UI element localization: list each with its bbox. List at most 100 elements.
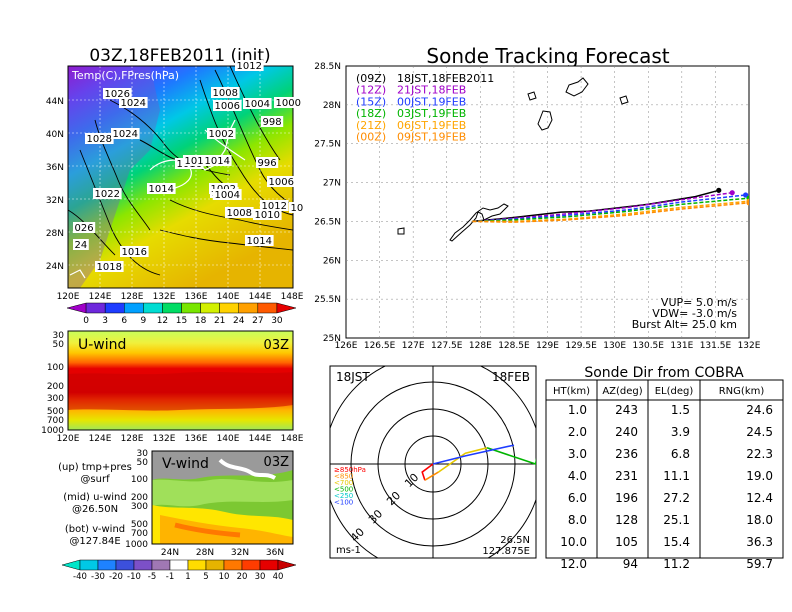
map-overlay-label: Temp(C),FPres(hPa) [71, 69, 179, 82]
uwind-x-label: 140E [217, 434, 240, 444]
legend-utc: (15Z) [356, 95, 386, 108]
pressure-label-bg [95, 261, 124, 272]
table-cell: 10.0 [560, 535, 587, 549]
map-lat-label: 28N [46, 229, 64, 239]
map-lon-label: 136E [185, 292, 208, 302]
table-cell: 231 [615, 469, 638, 483]
vwind-y-label: 100 [131, 475, 148, 485]
pressure-label-bg [253, 209, 282, 220]
map-lon-label: 124E [89, 292, 112, 302]
tracking-legend: (09Z) 18JST,18FEB2011 (12Z) 21JST,18FEB (15Z… [356, 72, 494, 144]
vwind-colorbar-swatch [61, 559, 81, 571]
tracking-y-label: 25N [323, 334, 341, 344]
pressure-label: 1008 [211, 87, 240, 99]
table-header-cell: EL(deg) [655, 386, 694, 397]
pressure-label-text: 1022 [95, 189, 120, 200]
table-cell: 2.0 [568, 425, 587, 439]
pressure-label-text: 1014 [149, 184, 174, 195]
uwind-title: U-wind [78, 337, 126, 353]
pressure-label-bg [183, 155, 212, 166]
table-cell: 3.9 [671, 425, 690, 439]
pressure-label: 1012 [235, 60, 264, 72]
table-cell: 19.0 [746, 469, 773, 483]
pressure-label-bg [245, 235, 274, 246]
pressure-label: 998 [261, 116, 284, 128]
uwind-x-label: 128E [121, 434, 144, 444]
table-cell: 24.5 [746, 425, 773, 439]
map-title: 03Z,18FEB2011 (init) [89, 46, 270, 66]
pressure-label: 1024 [111, 128, 140, 140]
note-up-b: @surf [80, 474, 110, 485]
tracking-x-label: 131.5E [700, 341, 732, 351]
legend-jst: 06JST,19FEB [397, 119, 466, 132]
uwind-y-label: 1000 [41, 426, 64, 436]
pressure-label: 996 [256, 157, 279, 169]
pressure-label-text: 1002 [209, 129, 234, 140]
colorbar-swatch [124, 302, 144, 314]
pressure-label-bg [213, 100, 242, 111]
pressure-label-text: 1024 [121, 98, 146, 109]
colorbar-label: 15 [176, 316, 187, 326]
trajectory-end-marker [746, 200, 749, 206]
map-lon-label: 128E [121, 292, 144, 302]
level-legend-item: <500 [334, 486, 353, 494]
pressure-label: 1010 [253, 209, 282, 221]
legend-jst: 21JST,18FEB [397, 84, 466, 97]
vwind-colorbar-label: 20 [237, 572, 248, 582]
pressure-label-text: 1018 [185, 156, 210, 167]
trajectory-line [472, 191, 733, 223]
vwind-colorbar-swatch [187, 559, 207, 571]
pressure-label-bg [103, 88, 132, 99]
pressure-label: 1004 [243, 98, 272, 110]
colorbar-label: 12 [157, 316, 168, 326]
pressure-label-text: 1012 [237, 61, 262, 72]
hodograph-traces [421, 444, 536, 481]
colorbar-swatch [257, 302, 278, 314]
temperature-colorbar: 0 3 6 9 12 15 18 21 24 27 30 [66, 302, 297, 326]
pressure-label: 1006 [267, 176, 296, 188]
vwind-colorbar-label: -30 [91, 572, 105, 582]
table-cell: 12.0 [560, 557, 587, 571]
map-lat-label: 24N [46, 262, 64, 272]
level-legend: ≥850hPa<850<700<500<250<100 [334, 466, 366, 507]
pressure-label: 1002 [207, 128, 236, 140]
pressure-label-bg [261, 116, 284, 127]
legend-utc: (12Z) [356, 84, 386, 97]
cobra-table: Sonde Dir from COBRA HT(km) AZ(deg) EL(deg… [545, 365, 784, 571]
polar-lon: 127.875E [482, 546, 530, 557]
table-cell: 105 [615, 535, 638, 549]
vwind-colorbar-swatch [169, 559, 189, 571]
pressure-label-text: 1028 [87, 134, 112, 145]
uwind-y-label: 200 [47, 382, 64, 392]
pressure-label-text: 1012 [262, 201, 287, 212]
polar-unit: ms-1 [336, 545, 361, 556]
vwind-y-label: 500 [131, 520, 148, 530]
hodograph-trace [437, 447, 488, 473]
map-lon-label: 144E [249, 292, 272, 302]
pressure-label: 1022 [93, 188, 122, 200]
tracking-x-label: 126.5E [364, 341, 396, 351]
note-mid-b: @26.50N [72, 504, 118, 515]
vwind-colorbar-swatch [133, 559, 153, 571]
colorbar-label: 30 [271, 316, 283, 326]
note-mid-a: (mid) u-wind [63, 492, 126, 503]
vwind-x-labels: 24N 28N 32N 36N [161, 548, 284, 558]
vwind-y-label: 200 [131, 493, 148, 503]
table-cell: 6.8 [671, 447, 690, 461]
pressure-label-text: 1006 [269, 177, 294, 188]
pressure-label-bg [120, 246, 149, 257]
uwind-y-label: 30 [53, 331, 65, 341]
colorbar-swatch [238, 302, 259, 314]
table-cell: 1.0 [568, 403, 587, 417]
legend-utc: (18Z) [356, 107, 386, 120]
table-header-cell: RNG(km) [719, 386, 765, 397]
pressure-label-bg [85, 133, 114, 144]
pressure-label-bg [147, 183, 176, 194]
hodograph-trace [432, 444, 515, 465]
uwind-y-label: 50 [53, 340, 65, 350]
tracking-grid [346, 66, 749, 338]
pressure-label-text: 1006 [215, 101, 240, 112]
